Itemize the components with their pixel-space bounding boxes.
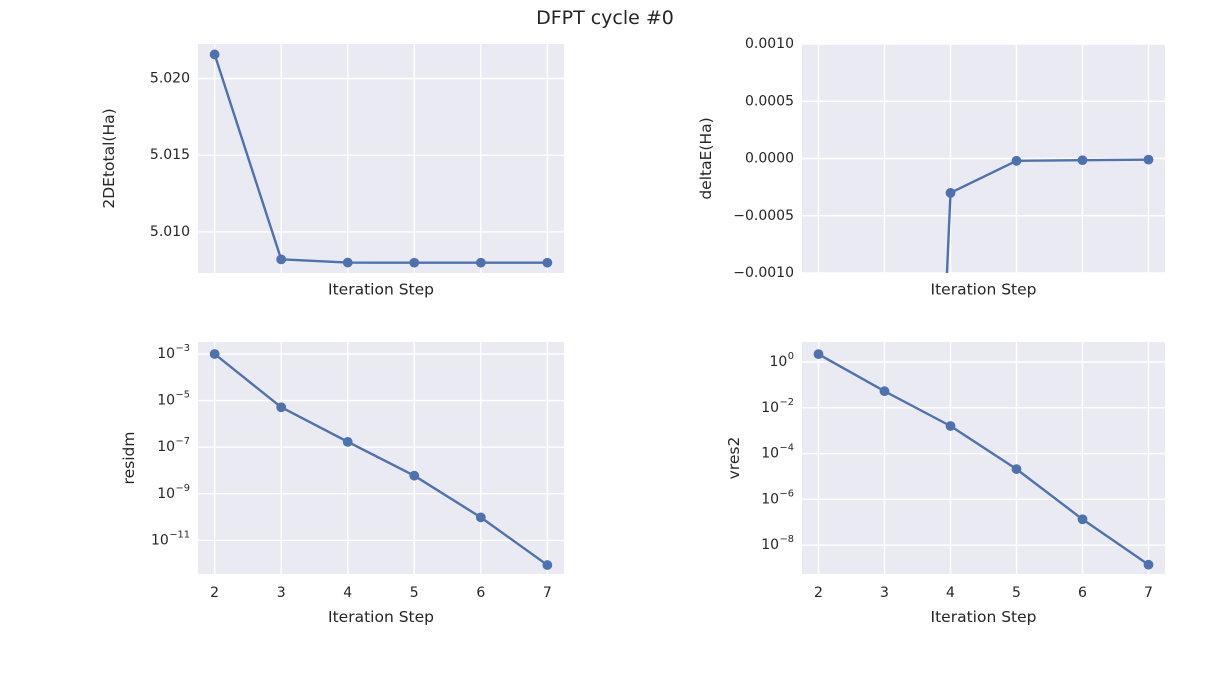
data-line: [213, 352, 549, 567]
x-tick-label: 5: [1012, 585, 1021, 601]
y-axis-label: 2DEtotal(Ha): [100, 108, 118, 208]
x-tick-label: 6: [476, 585, 485, 601]
residm-subplot: 10−3 10−5 10−7 10−9 10−11 2 3 4 5 6 7 Iteration Ste…: [120, 342, 564, 626]
data-point: [1011, 464, 1022, 474]
y-tick-label: 10−5: [157, 389, 190, 409]
data-point: [475, 512, 486, 523]
y-tick-label: 5.015: [150, 147, 190, 163]
deltaE-subplot: −0.0010 −0.0005 0.0000 0.0005 0.0010 Iteratio…: [697, 36, 1165, 299]
x-axis-label: Iteration Step: [931, 281, 1037, 299]
data-point: [342, 436, 353, 447]
data-point: [209, 349, 220, 359]
y-axis-label: residm: [120, 432, 138, 485]
y-tick-label: 0.0010: [745, 36, 794, 52]
data-point: [409, 257, 420, 268]
data-point: [542, 257, 553, 268]
data-line: [817, 352, 1150, 566]
data-point: [1143, 154, 1154, 165]
y-tick-label: 5.010: [150, 224, 190, 240]
y-tick-label: 0.0000: [745, 151, 794, 167]
y-axis-label: deltaE(Ha): [697, 117, 715, 199]
y-tick-label: 10−7: [157, 436, 190, 456]
plot-background: [198, 44, 564, 273]
y-tick-label: 100: [769, 350, 794, 370]
data-line: [213, 53, 549, 264]
data-point: [813, 349, 824, 360]
y-axis-label: vres2: [725, 437, 743, 480]
figure-title: DFPT cycle #0: [536, 7, 674, 29]
y-tick-label: 0.0005: [745, 93, 794, 109]
x-tick-label: 5: [410, 585, 419, 601]
x-tick-label: 2: [210, 585, 219, 601]
data-point: [542, 560, 553, 570]
data-point: [209, 49, 220, 60]
x-tick-label: 6: [1078, 585, 1087, 601]
y-tick-label: 10−11: [151, 529, 190, 549]
y-tick-label: −0.0005: [733, 208, 794, 224]
x-tick-label: 4: [343, 585, 352, 601]
data-point: [1011, 155, 1022, 166]
y-tick-label: 10−8: [761, 534, 794, 554]
data-point: [276, 402, 287, 413]
x-tick-label: 3: [880, 585, 889, 601]
data-point: [276, 254, 287, 265]
data-point: [1143, 559, 1154, 570]
data-point: [475, 257, 486, 268]
y-tick-label: 10−6: [761, 488, 794, 508]
x-axis-label: Iteration Step: [931, 608, 1037, 626]
x-tick-label: 3: [277, 585, 286, 601]
data-point: [409, 470, 420, 481]
data-point: [945, 421, 956, 431]
y-tick-label: 5.020: [150, 71, 190, 87]
data-point: [879, 386, 890, 397]
x-axis-label: Iteration Step: [328, 608, 434, 626]
etotal-subplot: 5.010 5.015 5.020 Iteration Step 2DEtotal(Ha…: [100, 44, 564, 299]
data-point: [1077, 155, 1088, 166]
data-point: [1077, 514, 1088, 525]
data-point: [342, 257, 353, 268]
x-tick-label: 2: [814, 585, 823, 601]
y-tick-label: 10−2: [761, 396, 794, 416]
vres2-subplot: 100 10−2 10−4 10−6 10−8 2 3 4 5 6 7 Iteration Step v…: [725, 342, 1165, 626]
x-axis-label: Iteration Step: [328, 281, 434, 299]
x-tick-label: 7: [1144, 585, 1153, 601]
x-tick-label: 7: [543, 585, 552, 601]
y-tick-label: 10−4: [761, 442, 794, 462]
x-tick-label: 4: [946, 585, 955, 601]
y-tick-label: 10−9: [157, 482, 190, 502]
data-point: [945, 187, 956, 198]
y-tick-label: 10−3: [157, 343, 190, 363]
y-tick-label: −0.0010: [733, 265, 794, 281]
